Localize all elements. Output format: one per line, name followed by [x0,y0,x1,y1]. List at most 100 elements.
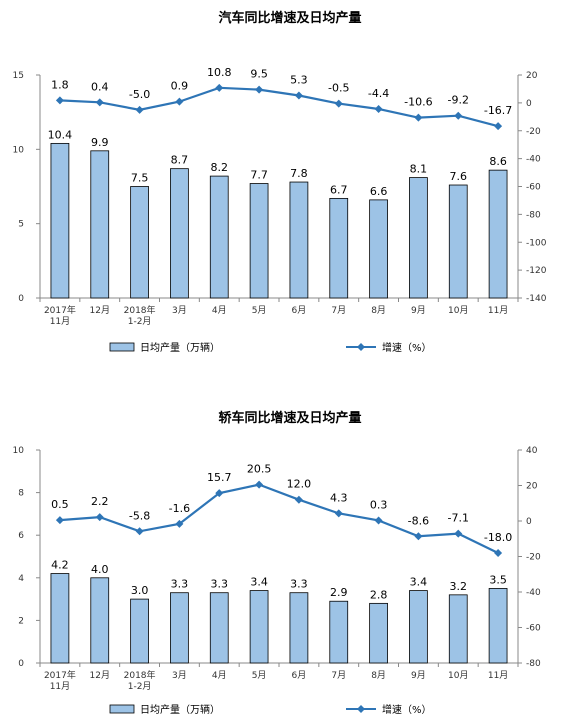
right-tick-label: -20 [526,127,541,137]
line-label: -7.1 [448,512,469,525]
category-label: 7月 [331,670,346,681]
category-label: 8月 [371,305,386,316]
line-label: 5.3 [290,73,308,86]
legend-line-label: 增速（%） [382,703,432,716]
right-tick-label: 0 [526,517,532,527]
category-label: 12月 [90,670,110,681]
bar [488,588,508,664]
category-label: 6月 [292,305,307,316]
line-point [414,532,423,541]
right-tick-label: -40 [526,588,541,598]
line-label: 0.9 [171,80,189,93]
bar-label: 4.0 [91,563,109,576]
bar [409,590,428,664]
line-label: -10.6 [404,96,432,109]
bar-label: 3.3 [171,578,189,591]
category-label: 5月 [252,670,267,681]
right-tick-label: -60 [526,624,541,634]
category-label: 2018年 [124,304,156,316]
bar-label: 8.1 [410,163,428,176]
line-label: 20.5 [247,463,272,476]
left-tick-label: 10 [13,145,25,155]
legend-bar-label: 日均产量（万辆） [140,703,220,716]
category-label: 9月 [411,305,426,316]
bar [50,142,70,299]
category-label: 10月 [448,670,468,681]
line-point [95,513,104,522]
bar [369,199,388,299]
category-label: 2017年 [44,304,76,316]
left-tick-label: 2 [18,616,24,626]
bar [209,592,229,664]
line-point [55,96,64,105]
bar-label: 7.5 [131,172,149,185]
category-label: 11月 [50,316,70,327]
left-tick-label: 6 [18,531,24,541]
line-point [494,122,503,131]
category-label: 6月 [292,670,307,681]
line-point [135,527,144,536]
category-label: 1-2月 [128,681,152,692]
bar [448,184,468,299]
line-point [374,516,383,525]
line-point [334,99,343,108]
legend-line-marker [357,343,365,351]
line-label: 4.3 [330,491,348,504]
bar-label: 8.6 [489,155,507,168]
category-label: 1-2月 [128,316,152,327]
growth-line [59,483,499,554]
category-label: 10月 [448,305,468,316]
right-tick-label: -100 [526,238,547,248]
line-point [334,509,343,518]
left-tick-label: 4 [18,574,24,584]
line-point [215,489,224,498]
bar [289,592,309,664]
line-label: 0.4 [91,80,109,93]
right-tick-label: -80 [526,210,541,220]
category-label: 11月 [50,681,70,692]
bar-label: 3.5 [489,573,507,586]
bar-label: 3.2 [450,580,468,593]
left-tick-label: 8 [18,489,24,499]
bar-label: 2.8 [370,588,388,601]
line-point [55,516,64,525]
right-tick-label: 20 [526,482,538,492]
bar-label: 7.6 [450,170,468,183]
line-label: -1.6 [169,502,190,515]
line-label: 0.3 [370,498,388,511]
bar [448,594,468,664]
right-tick-label: -140 [526,294,547,304]
bar [289,181,309,299]
bar [369,602,388,664]
right-tick-label: 40 [526,446,538,456]
right-tick-label: 0 [526,99,532,109]
legend-bar-swatch [109,342,135,352]
bar [90,577,110,664]
bar [130,186,149,299]
left-tick-label: 10 [13,446,25,456]
line-point [454,529,463,538]
bar [329,197,349,299]
bar-label: 6.6 [370,185,388,198]
bar [130,598,149,664]
line-label: -5.8 [129,509,150,522]
line-point [294,495,303,504]
legend-line-label: 增速（%） [382,341,432,354]
line-point [175,519,184,528]
line-label: -4.4 [368,87,389,100]
line-label: 2.2 [91,495,109,508]
chart-title: 汽车同比增速及日均产量 [218,10,361,26]
line-point [255,85,264,94]
bar-label: 10.4 [48,128,73,141]
category-label: 9月 [411,670,426,681]
bar-label: 7.7 [250,169,268,182]
left-tick-label: 0 [18,659,24,669]
chart-1: 汽车同比增速及日均产量 0 5 10 15 -140 -120 -100 -80 -60 -40 -2… [13,10,547,354]
bar [90,150,110,299]
line-point [454,111,463,120]
line-label: -0.5 [328,82,349,95]
category-label: 3月 [172,670,187,681]
line-label: -8.6 [408,514,429,527]
line-point [215,83,224,92]
